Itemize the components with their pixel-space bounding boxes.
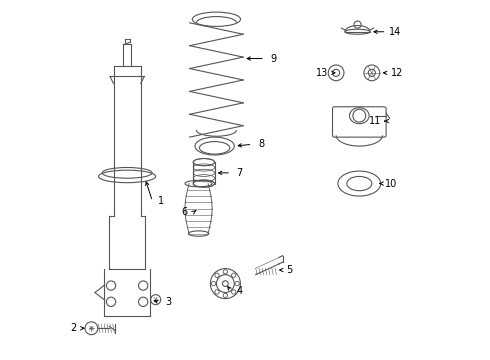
Text: 7: 7: [237, 168, 243, 178]
Text: 13: 13: [316, 68, 328, 78]
Text: 6: 6: [181, 207, 187, 217]
Text: 8: 8: [258, 139, 264, 149]
Text: 5: 5: [287, 265, 293, 275]
Text: 12: 12: [391, 68, 403, 78]
Text: 9: 9: [270, 54, 277, 64]
Text: 11: 11: [369, 116, 382, 126]
Text: 4: 4: [237, 286, 243, 296]
Text: 1: 1: [158, 197, 164, 206]
Text: 3: 3: [165, 297, 172, 307]
Text: 14: 14: [389, 27, 401, 37]
Text: 10: 10: [385, 179, 397, 189]
Text: 2: 2: [71, 323, 76, 333]
